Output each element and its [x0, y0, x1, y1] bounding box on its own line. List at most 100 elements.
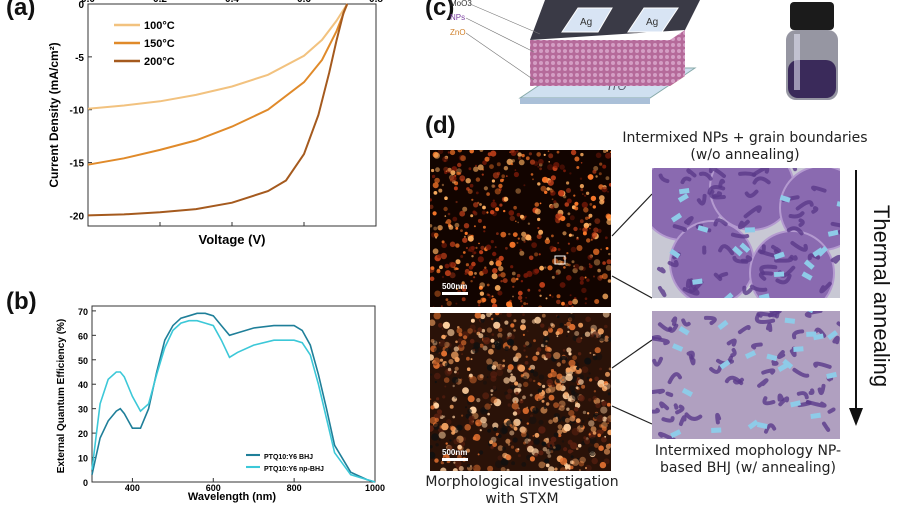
stxm-speckle	[469, 150, 474, 154]
stxm-speckle	[430, 425, 434, 432]
stxm-speckle	[436, 254, 442, 259]
stxm-speckle	[559, 467, 567, 471]
stxm-speckle	[492, 442, 497, 447]
acceptor-crystal	[827, 330, 839, 341]
stxm-speckle	[456, 168, 462, 174]
polymer-chain	[671, 316, 678, 327]
bottom-caption-line-1: Intermixed mophology NP-	[654, 443, 842, 459]
stxm-speckle	[543, 336, 550, 342]
polymer-chain	[657, 431, 676, 439]
connector-bottom-1	[611, 339, 653, 369]
stxm-speckle	[586, 278, 590, 282]
stxm-speckle	[562, 383, 564, 386]
stxm-speckle	[578, 395, 585, 402]
stxm-speckle	[550, 190, 556, 196]
acceptor-crystal	[784, 317, 796, 324]
stxm-speckle	[527, 342, 532, 348]
stxm-speckle	[528, 255, 534, 261]
stxm-speckle	[566, 198, 572, 204]
stxm-speckle	[589, 436, 597, 444]
stxm-speckle	[496, 162, 501, 167]
stxm-speckle	[452, 384, 455, 388]
stxm-speckle	[583, 436, 587, 440]
stxm-speckle	[598, 172, 602, 176]
acceptor-crystal	[802, 311, 815, 314]
stxm-speckle	[483, 380, 487, 385]
stxm-speckle	[505, 175, 508, 177]
scalebar-top-label: 500nm	[442, 282, 468, 291]
stxm-speckle	[596, 231, 598, 233]
stxm-speckle	[605, 264, 611, 271]
stxm-image-bottom: 500nm	[430, 313, 611, 471]
stxm-speckle	[565, 373, 573, 382]
stxm-speckle	[591, 457, 598, 465]
polymer-chain	[830, 254, 840, 264]
stxm-speckle	[489, 260, 494, 266]
stxm-speckle	[593, 400, 596, 402]
stxm-speckle	[505, 393, 512, 400]
stxm-speckle	[559, 322, 564, 327]
stxm-speckle	[468, 415, 475, 422]
stxm-speckle	[593, 275, 595, 278]
stxm-speckle	[501, 422, 509, 430]
scalebar-bottom-label: 500nm	[442, 448, 468, 457]
stxm-speckle	[481, 173, 484, 176]
polymer-chain	[761, 368, 776, 375]
stxm-speckle	[491, 273, 498, 280]
stxm-speckle	[440, 467, 447, 471]
jv-chart: 0.0 0.2 0.4 0.6 0.8 0 -5 -10 -15 -20 100°C 150°C 2…	[47, 0, 383, 247]
stxm-speckle	[497, 274, 501, 277]
stxm-speckle	[526, 302, 529, 305]
stxm-speckle	[598, 195, 605, 201]
stxm-speckle	[606, 259, 611, 265]
stxm-speckle	[571, 234, 574, 237]
stxm-speckle	[559, 457, 568, 465]
stxm-speckle	[449, 241, 456, 248]
stxm-speckle	[444, 362, 450, 368]
acceptor-crystal	[773, 251, 785, 260]
stxm-speckle	[461, 287, 467, 292]
stxm-speckle	[430, 354, 434, 361]
stxm-speckle	[478, 242, 480, 245]
stxm-speckle	[546, 402, 550, 406]
stxm-speckle	[577, 352, 582, 356]
stxm-speckle	[478, 333, 484, 339]
stxm-speckle	[561, 440, 565, 443]
stxm-speckle	[559, 405, 565, 411]
stxm-speckle	[467, 235, 474, 242]
stxm-speckle	[430, 451, 436, 459]
stxm-speckle	[571, 458, 580, 466]
stxm-speckle	[563, 266, 566, 269]
stxm-speckle	[605, 213, 611, 219]
stxm-speckle	[490, 389, 494, 393]
stxm-speckle	[550, 436, 557, 443]
ag-electrode-2	[627, 7, 679, 33]
stxm-speckle	[608, 337, 611, 342]
stxm-speckle	[454, 370, 457, 374]
stxm-speckle	[481, 210, 486, 215]
a-legend-label-1: 150°C	[144, 38, 175, 50]
stxm-speckle	[473, 349, 476, 351]
acceptor-crystal	[826, 371, 838, 379]
stxm-speckle	[561, 359, 566, 364]
stxm-speckle	[557, 242, 560, 244]
polymer-chain	[715, 412, 722, 425]
stxm-speckle	[441, 338, 444, 341]
stxm-speckle	[548, 419, 553, 425]
stxm-speckle	[456, 424, 463, 431]
stxm-speckle	[568, 300, 573, 306]
polymer-chain	[836, 321, 840, 327]
stxm-speckle	[584, 276, 587, 279]
polymer-chain	[652, 407, 660, 414]
stxm-speckle	[550, 175, 556, 181]
stxm-speckle	[473, 202, 479, 208]
stxm-speckle	[556, 299, 561, 305]
stxm-speckle	[532, 407, 539, 414]
polymer-chain	[657, 286, 667, 298]
stxm-speckle	[582, 333, 586, 336]
stxm-speckle	[500, 467, 506, 471]
moo3-label: MoO3	[450, 0, 472, 8]
stxm-speckle	[466, 448, 470, 453]
polymer-chain	[807, 253, 821, 261]
stxm-speckle	[584, 297, 588, 300]
